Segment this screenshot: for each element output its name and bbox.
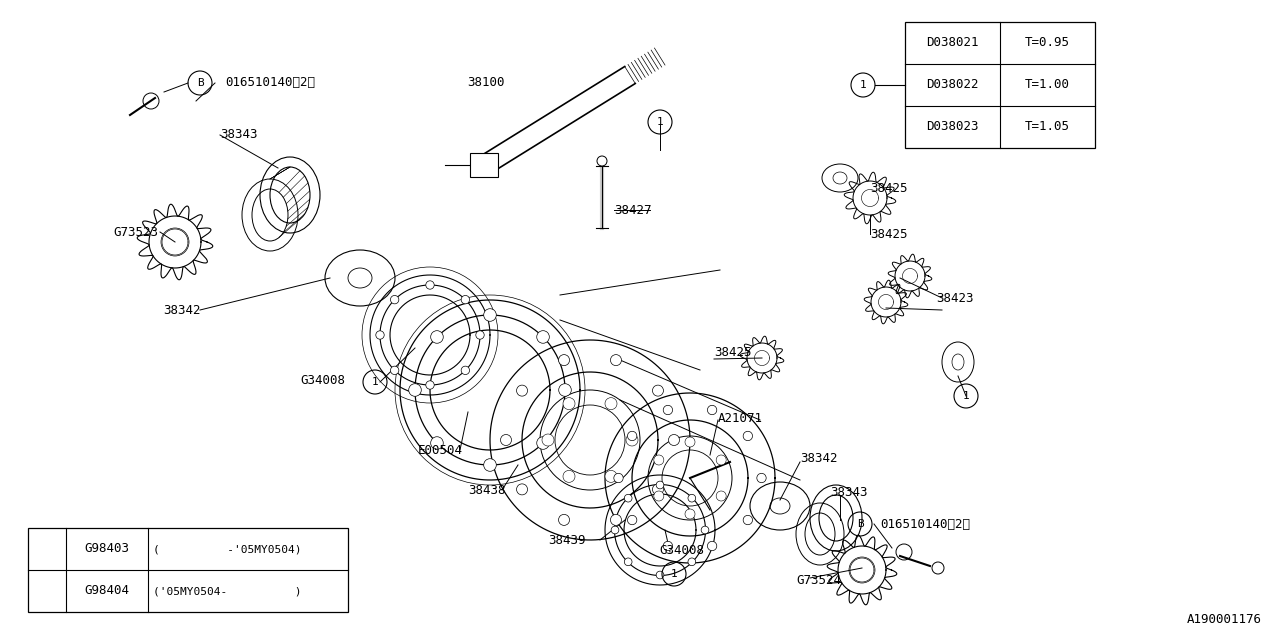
Text: (          -'05MY0504): ( -'05MY0504)	[154, 544, 302, 554]
Text: B: B	[197, 78, 204, 88]
Circle shape	[687, 558, 695, 566]
Circle shape	[563, 397, 575, 410]
Text: G34008: G34008	[659, 543, 704, 557]
Text: 1: 1	[657, 117, 663, 127]
Circle shape	[611, 515, 622, 525]
Circle shape	[654, 491, 664, 501]
Circle shape	[500, 435, 512, 445]
Circle shape	[376, 331, 384, 339]
Circle shape	[653, 484, 663, 495]
Bar	[470, 153, 498, 177]
Circle shape	[430, 331, 443, 343]
Circle shape	[687, 494, 695, 502]
Circle shape	[461, 366, 470, 374]
Circle shape	[430, 436, 443, 449]
Text: 016510140（2）: 016510140（2）	[881, 518, 970, 531]
Circle shape	[596, 156, 607, 166]
Circle shape	[558, 355, 570, 365]
Text: 38100: 38100	[467, 77, 504, 90]
Text: 38439: 38439	[548, 534, 585, 547]
Circle shape	[627, 431, 637, 441]
Circle shape	[426, 281, 434, 289]
Circle shape	[614, 474, 623, 483]
Text: 38423: 38423	[936, 291, 974, 305]
Text: D038023: D038023	[927, 120, 979, 134]
Circle shape	[626, 434, 637, 446]
Text: 1: 1	[963, 391, 969, 401]
Text: T=1.00: T=1.00	[1025, 79, 1070, 92]
Text: 38343: 38343	[220, 129, 257, 141]
Circle shape	[541, 434, 554, 446]
Text: 38342: 38342	[800, 451, 837, 465]
Text: A190001176: A190001176	[1187, 613, 1262, 626]
Text: 38425: 38425	[870, 182, 908, 195]
Text: 38438: 38438	[468, 483, 506, 497]
Text: 38427: 38427	[614, 204, 652, 216]
Text: 38342: 38342	[163, 303, 201, 317]
Text: G34008: G34008	[300, 374, 346, 387]
Circle shape	[744, 515, 753, 525]
Circle shape	[657, 481, 664, 489]
Circle shape	[558, 384, 571, 396]
Circle shape	[611, 355, 622, 365]
Text: 1: 1	[44, 565, 50, 575]
Circle shape	[657, 571, 664, 579]
Circle shape	[390, 296, 399, 304]
Circle shape	[625, 558, 632, 566]
Text: G98403: G98403	[84, 543, 129, 556]
Text: 1: 1	[671, 569, 677, 579]
Circle shape	[685, 509, 695, 519]
Circle shape	[605, 470, 617, 483]
Text: D038021: D038021	[927, 36, 979, 49]
Circle shape	[625, 494, 632, 502]
Circle shape	[563, 470, 575, 483]
Text: 016510140（2）: 016510140（2）	[225, 77, 315, 90]
Circle shape	[476, 331, 484, 339]
Circle shape	[517, 484, 527, 495]
Circle shape	[717, 455, 726, 465]
Text: D038022: D038022	[927, 79, 979, 92]
Circle shape	[708, 541, 717, 550]
Circle shape	[484, 459, 497, 471]
Circle shape	[663, 541, 672, 550]
Circle shape	[663, 405, 672, 415]
Text: T=0.95: T=0.95	[1025, 36, 1070, 49]
Circle shape	[536, 436, 549, 449]
Text: G73524: G73524	[796, 573, 841, 586]
Text: A21071: A21071	[718, 412, 763, 424]
Circle shape	[653, 385, 663, 396]
Text: 38425: 38425	[870, 227, 908, 241]
Circle shape	[484, 308, 497, 321]
Circle shape	[390, 366, 399, 374]
Text: 38425: 38425	[714, 346, 751, 358]
Bar	[905, 22, 1094, 148]
Circle shape	[611, 526, 618, 534]
Bar	[28, 528, 348, 612]
Circle shape	[605, 397, 617, 410]
Circle shape	[408, 384, 421, 396]
Circle shape	[517, 385, 527, 396]
Circle shape	[461, 296, 470, 304]
Text: T=1.05: T=1.05	[1025, 120, 1070, 134]
Circle shape	[558, 515, 570, 525]
Text: 1: 1	[860, 80, 867, 90]
Circle shape	[426, 381, 434, 389]
Text: B: B	[856, 519, 864, 529]
Circle shape	[717, 491, 726, 501]
Text: G98404: G98404	[84, 584, 129, 598]
Text: 1: 1	[371, 377, 379, 387]
Circle shape	[654, 455, 664, 465]
Text: E00504: E00504	[419, 444, 463, 456]
Circle shape	[744, 431, 753, 441]
Text: 38343: 38343	[829, 486, 868, 499]
Circle shape	[685, 437, 695, 447]
Circle shape	[756, 474, 767, 483]
Text: G73523: G73523	[113, 225, 157, 239]
Circle shape	[536, 331, 549, 343]
Circle shape	[627, 515, 637, 525]
Text: ('05MY0504-          ): ('05MY0504- )	[154, 586, 302, 596]
Circle shape	[708, 405, 717, 415]
Circle shape	[701, 526, 709, 534]
Circle shape	[668, 435, 680, 445]
